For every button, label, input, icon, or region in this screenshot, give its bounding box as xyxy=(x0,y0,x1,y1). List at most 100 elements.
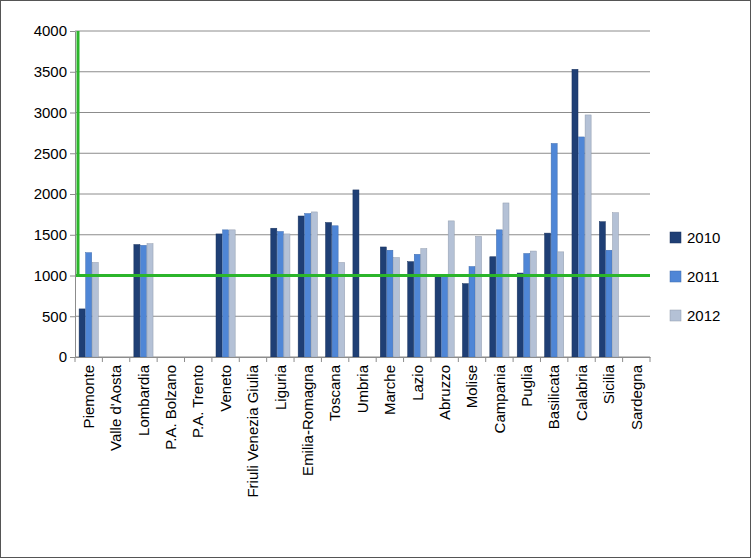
x-tick-label: Umbria xyxy=(354,364,371,413)
x-tick: Sardegna xyxy=(628,357,645,430)
y-tick-label: 3000 xyxy=(34,104,67,121)
y-tick-mark xyxy=(70,316,75,317)
x-tick: P.A. Trento xyxy=(189,357,206,438)
grid-line xyxy=(75,234,650,235)
bar xyxy=(271,228,277,357)
bar xyxy=(572,69,578,357)
x-separator xyxy=(540,357,541,362)
bar xyxy=(606,250,612,357)
frame xyxy=(1,1,751,558)
grid-line xyxy=(75,153,650,154)
bar xyxy=(387,250,393,357)
y-tick-label: 3500 xyxy=(34,63,67,80)
y-axis: 05001000150020002500300035004000 xyxy=(34,22,76,365)
bar xyxy=(393,258,399,357)
bar xyxy=(530,251,536,357)
x-tick: P.A. Bolzano xyxy=(162,357,179,450)
legend-swatch xyxy=(670,310,681,321)
y-tick-mark xyxy=(70,194,75,195)
bar xyxy=(216,234,222,357)
series xyxy=(86,137,612,357)
y-tick: 2500 xyxy=(34,145,75,162)
x-tick: Liguria xyxy=(272,357,289,410)
x-tick-label: Basilicata xyxy=(545,364,562,429)
bar xyxy=(79,309,85,357)
x-tick-label: Puglia xyxy=(518,364,535,406)
x-separator xyxy=(485,357,486,362)
y-tick-mark xyxy=(70,31,75,32)
y-tick-label: 2500 xyxy=(34,145,67,162)
x-tick: Toscana xyxy=(326,357,343,421)
x-tick-label: Calabria xyxy=(573,364,590,421)
x-separator xyxy=(321,357,322,362)
y-tick-mark xyxy=(70,153,75,154)
x-tick-label: Valle d'Aosta xyxy=(107,364,124,451)
bar xyxy=(442,275,448,357)
x-tick-label: Lazio xyxy=(409,365,426,401)
bar xyxy=(277,231,283,357)
bar xyxy=(448,221,454,357)
threshold xyxy=(75,31,650,276)
x-axis: PiemonteValle d'AostaLombardiaP.A. Bolza… xyxy=(75,357,651,498)
x-tick: Umbria xyxy=(354,357,371,413)
bar xyxy=(223,230,229,357)
x-separator xyxy=(430,357,431,362)
x-axis-line xyxy=(76,357,651,358)
y-tick: 3000 xyxy=(34,104,75,121)
x-separator xyxy=(129,357,130,362)
y-tick-label: 500 xyxy=(42,308,67,325)
bar xyxy=(414,254,420,357)
x-tick: Campania xyxy=(491,357,508,433)
y-tick: 0 xyxy=(59,348,75,365)
x-tick-label: Marche xyxy=(381,365,398,415)
bar xyxy=(462,284,468,357)
x-tick: Emilia-Romagna xyxy=(299,357,316,476)
bar xyxy=(305,214,311,357)
bar xyxy=(298,216,304,357)
bar xyxy=(503,203,509,357)
x-tick-label: P.A. Bolzano xyxy=(162,365,179,450)
x-tick-label: Toscana xyxy=(326,364,343,421)
grid-line xyxy=(75,71,650,72)
x-separator xyxy=(239,357,240,362)
bar xyxy=(284,234,290,357)
bar xyxy=(86,253,92,357)
bar xyxy=(134,245,140,357)
x-tick-label: Sardegna xyxy=(628,364,645,430)
x-tick: Valle d'Aosta xyxy=(107,357,124,451)
bar xyxy=(585,115,591,357)
x-tick: Puglia xyxy=(518,357,535,407)
x-tick-label: P.A. Trento xyxy=(189,365,206,438)
x-separator xyxy=(376,357,377,362)
x-tick: Lazio xyxy=(409,357,426,401)
bar xyxy=(229,230,235,357)
x-separator xyxy=(458,357,459,362)
x-separator xyxy=(157,357,158,362)
x-separator xyxy=(102,357,103,362)
y-tick-mark xyxy=(70,276,75,277)
x-tick: Calabria xyxy=(573,357,590,421)
y-tick-label: 4000 xyxy=(34,22,67,39)
x-separator xyxy=(595,357,596,362)
x-tick-label: Piemonte xyxy=(80,365,97,428)
grid-line xyxy=(75,31,650,32)
bar xyxy=(545,233,551,357)
plot: 05001000150020002500300035004000Piemonte… xyxy=(34,22,651,497)
bar xyxy=(353,190,359,357)
x-separator xyxy=(567,357,568,362)
grid xyxy=(75,31,650,357)
x-tick-label: Campania xyxy=(491,364,508,433)
bar xyxy=(435,275,441,357)
legend: 201020112012 xyxy=(670,229,720,324)
x-tick-label: Liguria xyxy=(272,364,289,410)
bar xyxy=(612,213,618,357)
x-tick: Friuli Venezia Giulia xyxy=(244,357,261,498)
x-tick: Marche xyxy=(381,357,398,415)
bar xyxy=(490,257,496,357)
bar xyxy=(476,236,482,357)
x-tick: Basilicata xyxy=(545,357,562,429)
x-separator xyxy=(650,357,651,362)
y-axis-line xyxy=(75,32,76,358)
bar xyxy=(551,143,557,357)
y-tick-label: 2000 xyxy=(34,185,67,202)
